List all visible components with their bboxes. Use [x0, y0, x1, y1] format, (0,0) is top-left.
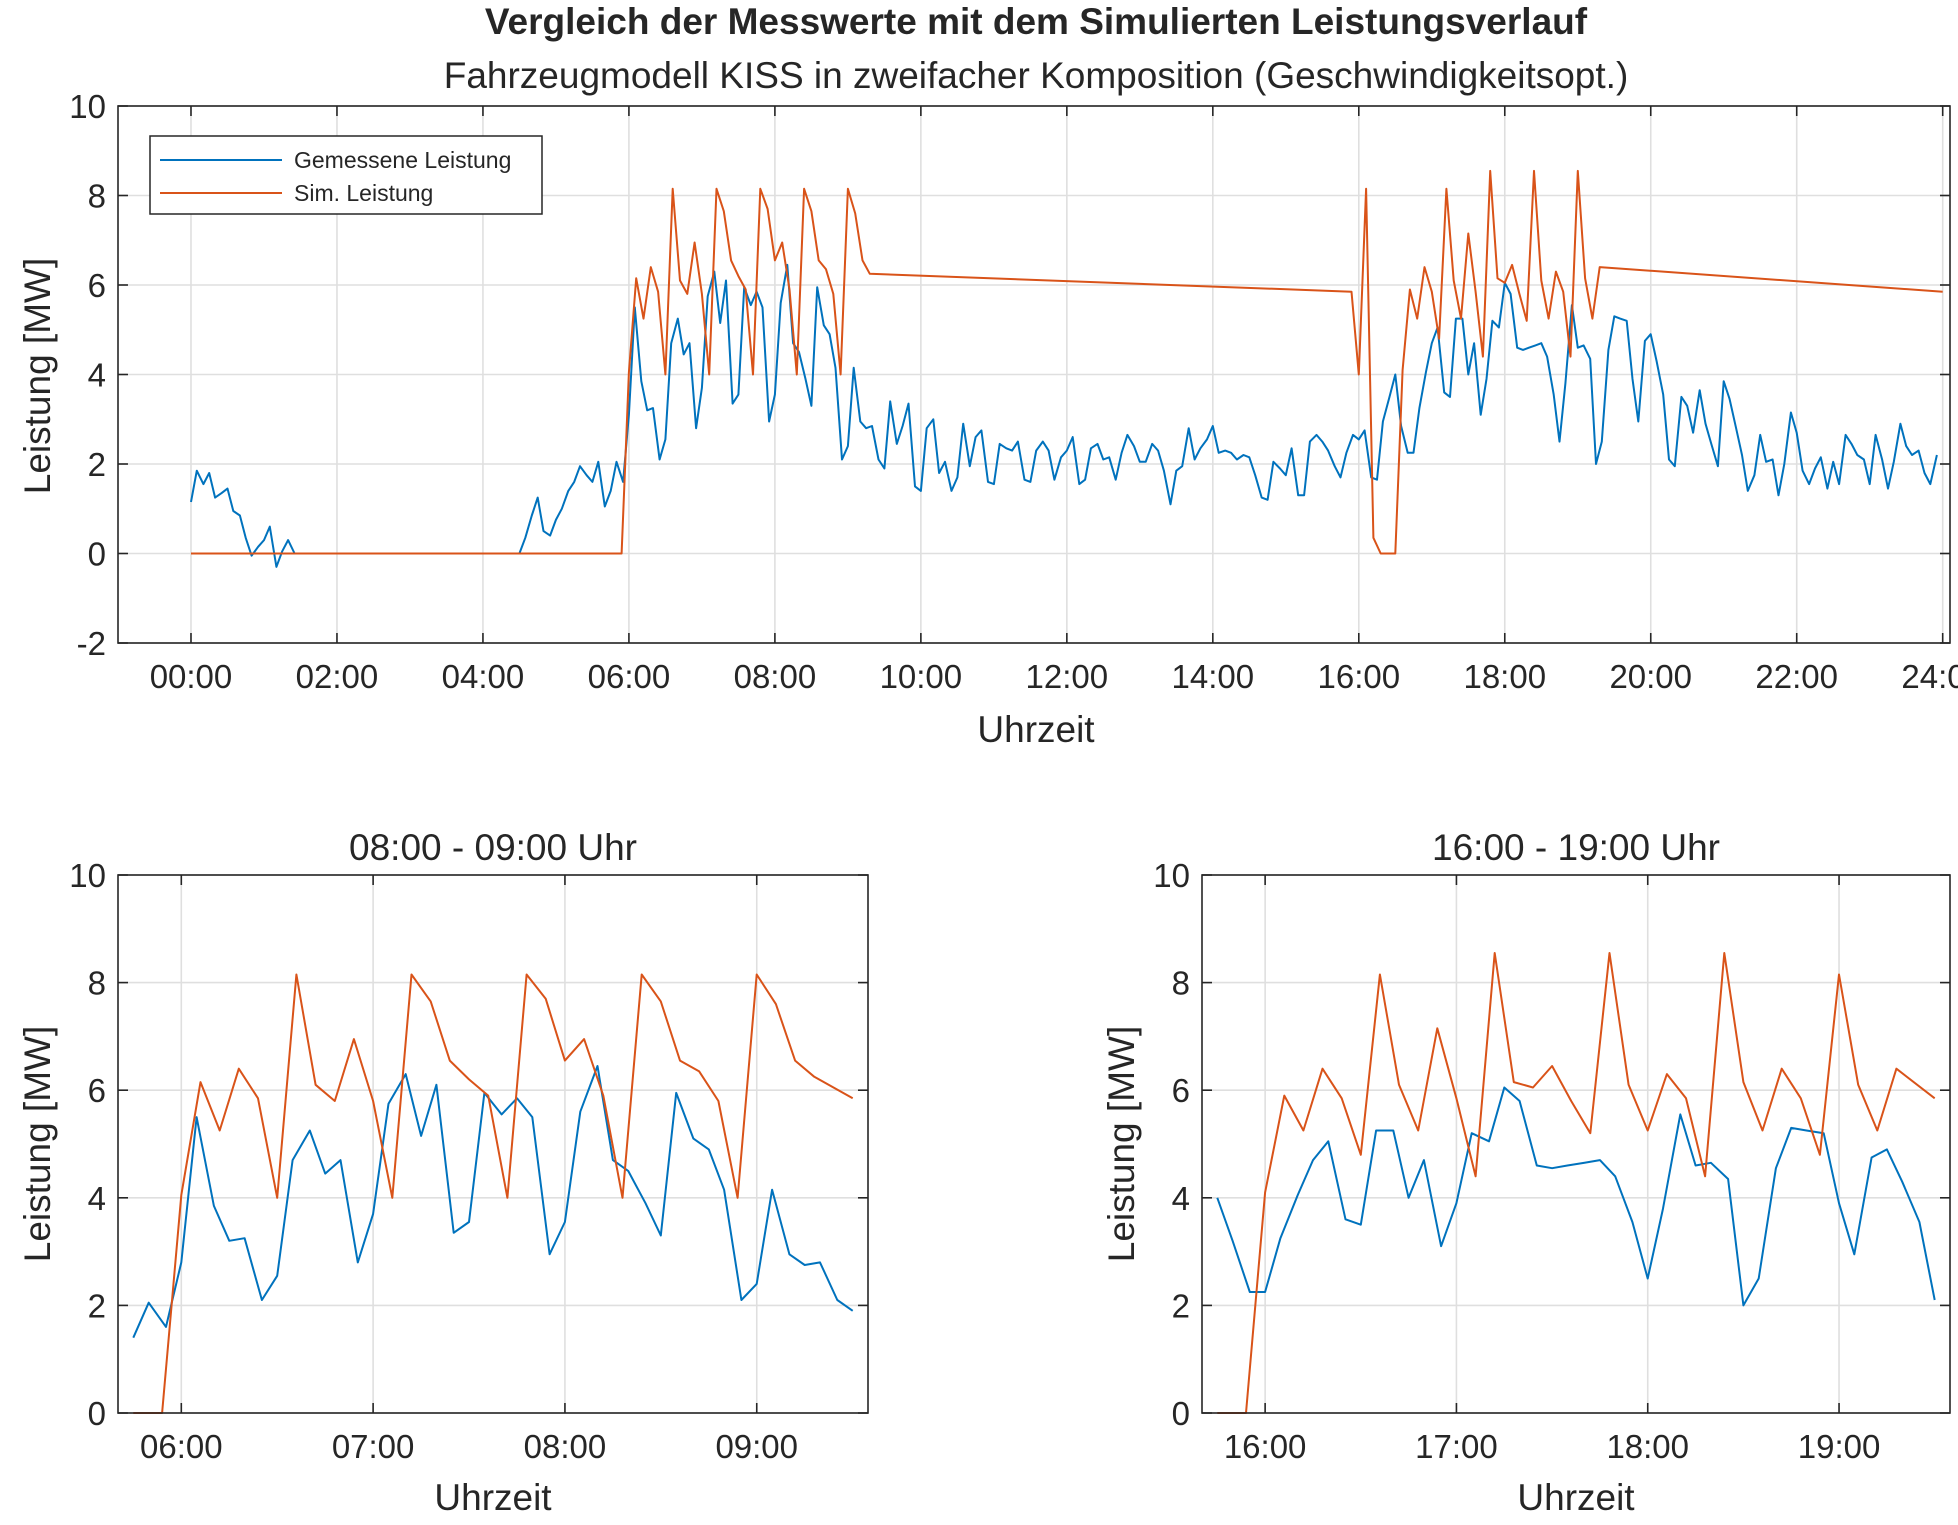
zoom-evening-plot-area [1202, 875, 1950, 1413]
overview-y-tick-label: 8 [88, 178, 106, 215]
overview-y-tick-label: 2 [88, 446, 106, 483]
overview-x-tick-label: 12:00 [1026, 658, 1109, 695]
overview-y-tick-label: 6 [88, 267, 106, 304]
overview-chart: 00:00 02:00 04:00 06:00 08:00 10:00 12:00 14:00… [17, 88, 1958, 750]
zoom-morning-axes-frame [117, 874, 869, 1414]
zoom-morning-x-tick-label: 07:00 [332, 1428, 415, 1465]
zoom-evening-x-tick-label: 16:00 [1224, 1428, 1307, 1465]
zoom-morning-y-tick-label: 8 [88, 965, 106, 1002]
overview-y-tick-label: 4 [88, 357, 106, 394]
overview-x-axis-label: Uhrzeit [977, 709, 1095, 750]
zoom-morning-title: 08:00 - 09:00 Uhr [349, 827, 637, 868]
overview-y-tick-label: 10 [69, 88, 106, 125]
overview-x-tick-label: 20:00 [1609, 658, 1692, 695]
zoom-morning-y-tick-label: 2 [88, 1287, 106, 1324]
figure-subtitle: Fahrzeugmodell KISS in zweifacher Kompos… [444, 55, 1629, 96]
overview-x-tick-label: 08:00 [734, 658, 817, 695]
zoom-evening-y-tick-label: 0 [1172, 1395, 1190, 1432]
zoom-evening-y-tick-label: 6 [1172, 1072, 1190, 1109]
zoom-evening-y-tick-label: 4 [1172, 1180, 1190, 1217]
overview-y-axis-label: Leistung [MW] [17, 258, 58, 494]
overview-x-tick-label: 18:00 [1463, 658, 1546, 695]
figure-title: Vergleich der Messwerte mit dem Simulier… [485, 1, 1588, 42]
zoom-morning-y-tick-label: 4 [88, 1180, 106, 1217]
zoom-evening-chart: 16:00 17:00 18:00 19:00 0 2 4 6 8 10 Uhrzeit Leistu… [1101, 827, 1951, 1518]
zoom-evening-axes-frame [1201, 874, 1951, 1414]
overview-x-tick-label: 10:00 [880, 658, 963, 695]
zoom-morning-series-gemessene-leistung [132, 1065, 854, 1339]
overview-y-tick-label: 0 [88, 536, 106, 573]
zoom-morning-x-tick-label: 06:00 [140, 1428, 223, 1465]
overview-x-tick-label: 22:00 [1755, 658, 1838, 695]
zoom-morning-x-tick-label: 09:00 [715, 1428, 798, 1465]
overview-x-tick-label: 02:00 [296, 658, 379, 695]
zoom-evening-series-gemessene-leistung [1216, 1086, 1936, 1307]
legend: Gemessene Leistung Sim. Leistung [149, 135, 543, 215]
overview-x-tick-label: 24:00 [1901, 658, 1958, 695]
zoom-morning-y-axis-label: Leistung [MW] [17, 1026, 58, 1262]
zoom-morning-x-tick-label: 08:00 [524, 1428, 607, 1465]
zoom-morning-y-tick-label: 0 [88, 1395, 106, 1432]
zoom-morning-y-tick-label: 6 [88, 1072, 106, 1109]
legend-label-gemessene-leistung: Gemessene Leistung [294, 147, 511, 173]
zoom-morning-series-sim-leistung [133, 973, 854, 1414]
zoom-evening-x-tick-label: 18:00 [1606, 1428, 1689, 1465]
zoom-evening-y-tick-label: 10 [1153, 857, 1190, 894]
zoom-evening-title: 16:00 - 19:00 Uhr [1432, 827, 1720, 868]
overview-x-tick-label: 14:00 [1172, 658, 1255, 695]
legend-box [149, 135, 543, 215]
zoom-evening-x-axis-label: Uhrzeit [1517, 1477, 1635, 1518]
overview-series-gemessene-leistung [190, 263, 1938, 568]
overview-y-tick-label: -2 [77, 625, 106, 662]
overview-x-tick-label: 16:00 [1317, 658, 1400, 695]
overview-series-sim-leistung [191, 169, 1943, 555]
legend-label-sim-leistung: Sim. Leistung [294, 180, 433, 206]
overview-x-tick-label: 00:00 [150, 658, 233, 695]
zoom-evening-y-axis-label: Leistung [MW] [1101, 1026, 1142, 1262]
zoom-evening-y-tick-label: 2 [1172, 1287, 1190, 1324]
zoom-evening-x-tick-label: 19:00 [1798, 1428, 1881, 1465]
zoom-morning-chart: 06:00 07:00 08:00 09:00 0 2 4 6 8 10 Uhrzeit Leistu… [17, 827, 869, 1518]
zoom-evening-y-tick-label: 8 [1172, 965, 1190, 1002]
overview-x-tick-label: 04:00 [442, 658, 525, 695]
zoom-morning-plot-area [118, 875, 868, 1413]
zoom-morning-y-tick-label: 10 [69, 857, 106, 894]
overview-x-tick-label: 06:00 [588, 658, 671, 695]
zoom-evening-series-sim-leistung [1217, 952, 1936, 1414]
zoom-morning-x-axis-label: Uhrzeit [434, 1477, 552, 1518]
zoom-evening-x-tick-label: 17:00 [1415, 1428, 1498, 1465]
